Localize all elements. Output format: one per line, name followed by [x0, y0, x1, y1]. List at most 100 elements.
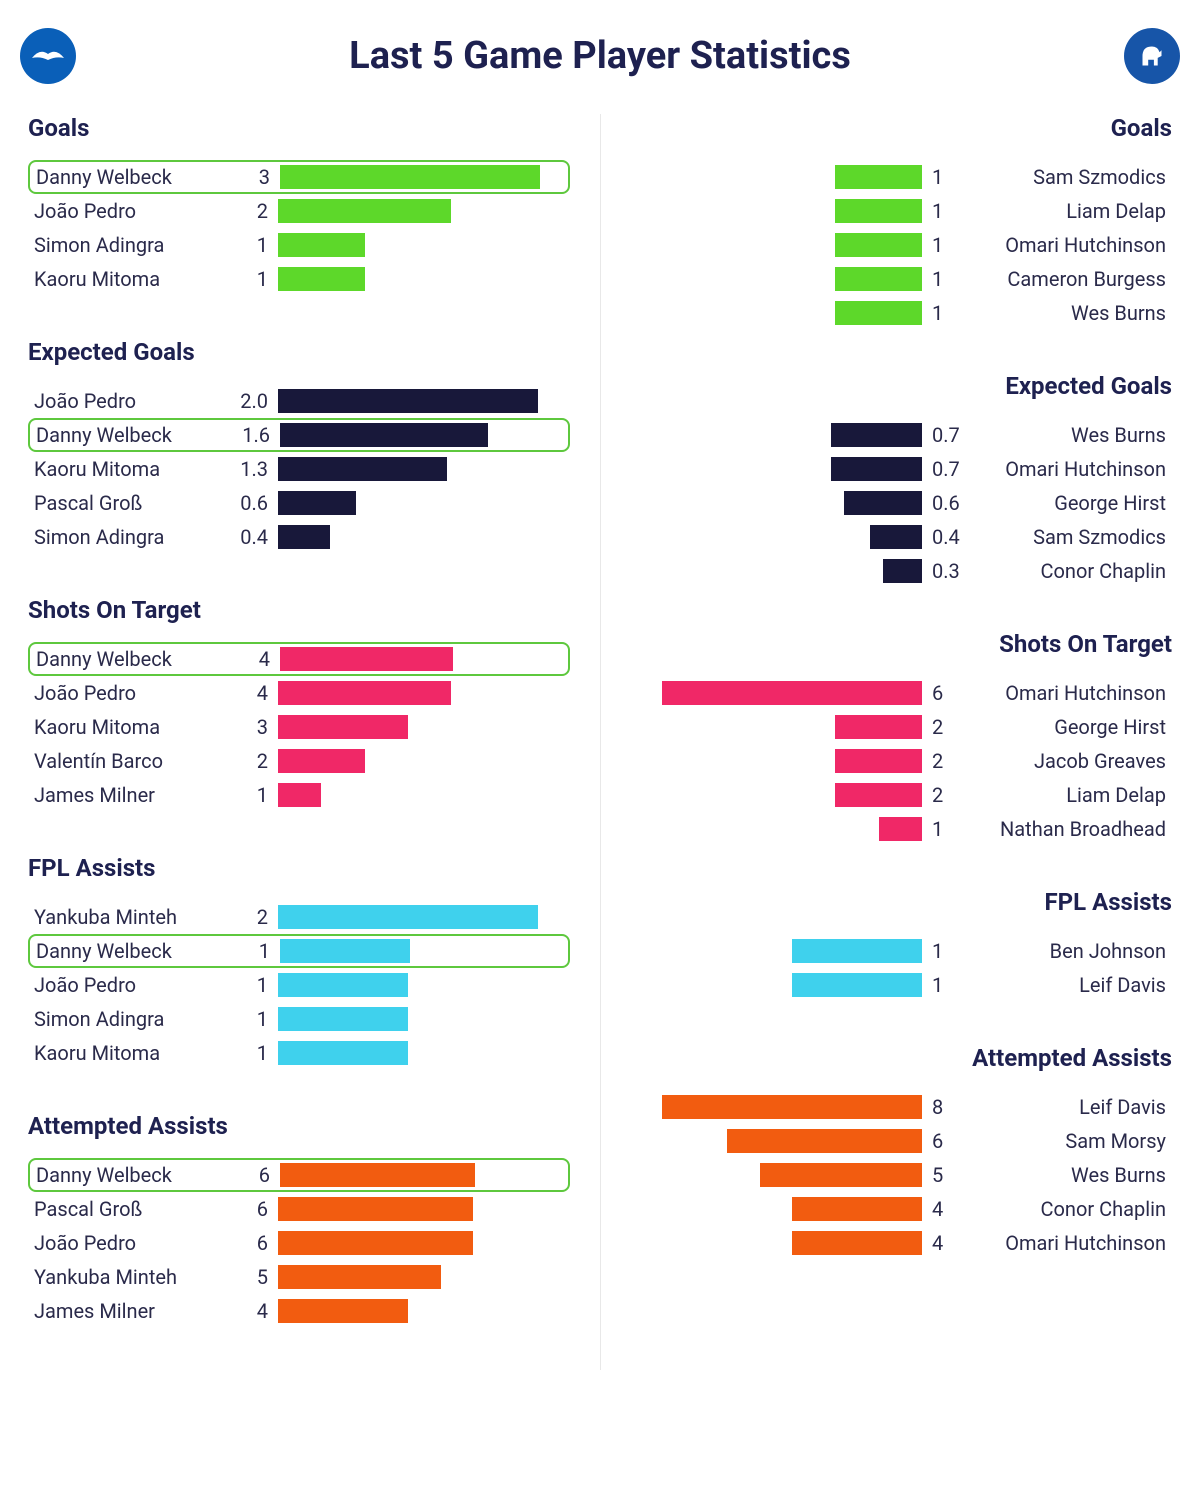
stat-value: 2 [233, 749, 278, 773]
bar [844, 491, 922, 515]
bar [835, 267, 922, 291]
bar [835, 199, 922, 223]
player-name: Danny Welbeck [30, 939, 235, 963]
bar-cell [278, 452, 570, 486]
bar [278, 389, 538, 413]
player-name: James Milner [28, 1299, 233, 1323]
bar [870, 525, 922, 549]
bar [278, 267, 365, 291]
stat-value: 4 [233, 1299, 278, 1323]
stat-row: 0.6George Hirst [631, 486, 1173, 520]
section-title: Attempted Assists [28, 1112, 570, 1140]
bar-cell [631, 710, 923, 744]
player-name: João Pedro [28, 199, 233, 223]
stat-value: 0.6 [922, 491, 967, 515]
stat-value: 0.3 [922, 559, 967, 583]
player-name: Yankuba Minteh [28, 905, 233, 929]
section-fpl_assists-right: FPL Assists 1Ben Johnson1Leif Davis [631, 888, 1173, 1002]
section-title: Goals [631, 114, 1173, 142]
stat-value: 0.4 [233, 525, 278, 549]
player-name: Conor Chaplin [967, 559, 1172, 583]
stat-row: Simon Adingra0.4 [28, 520, 570, 554]
bar [727, 1129, 922, 1153]
bar-cell [278, 1260, 570, 1294]
section-title: Goals [28, 114, 570, 142]
bar-cell [631, 418, 923, 452]
stat-value: 6 [233, 1197, 278, 1221]
bar-cell [278, 968, 570, 1002]
section-attempted_assists-left: Attempted AssistsDanny Welbeck6Pascal Gr… [28, 1112, 570, 1328]
stat-row: 1Ben Johnson [631, 934, 1173, 968]
stat-value: 1 [233, 1041, 278, 1065]
player-name: James Milner [28, 783, 233, 807]
stat-value: 1 [233, 1007, 278, 1031]
player-name: Pascal Groß [28, 1197, 233, 1221]
stat-value: 1 [922, 165, 967, 189]
stat-row: Pascal Groß6 [28, 1192, 570, 1226]
stat-row: 1Nathan Broadhead [631, 812, 1173, 846]
bar-cell [278, 486, 570, 520]
bar [278, 1197, 473, 1221]
bar [278, 199, 451, 223]
bar [831, 423, 922, 447]
player-name: Omari Hutchinson [967, 457, 1172, 481]
bar [835, 715, 922, 739]
stat-row: Kaoru Mitoma3 [28, 710, 570, 744]
stat-row: 1Omari Hutchinson [631, 228, 1173, 262]
bar-cell [278, 1192, 570, 1226]
player-name: Yankuba Minteh [28, 1265, 233, 1289]
bar-cell [631, 228, 923, 262]
stat-value: 4 [922, 1197, 967, 1221]
stat-value: 1 [233, 267, 278, 291]
bar [835, 301, 922, 325]
bar [278, 233, 365, 257]
player-name: Sam Szmodics [967, 525, 1172, 549]
stat-row: 1Leif Davis [631, 968, 1173, 1002]
bar [792, 1197, 922, 1221]
bar-cell [631, 520, 923, 554]
bar [280, 939, 410, 963]
stat-value: 6 [233, 1231, 278, 1255]
stat-row: 8Leif Davis [631, 1090, 1173, 1124]
section-title: FPL Assists [631, 888, 1173, 916]
bar [831, 457, 922, 481]
team-logo-right [1124, 28, 1180, 84]
stat-row: 1Sam Szmodics [631, 160, 1173, 194]
stat-value: 1 [922, 973, 967, 997]
bar [879, 817, 922, 841]
bar [278, 1299, 408, 1323]
player-name: Leif Davis [967, 1095, 1172, 1119]
bar [835, 165, 922, 189]
player-name: Danny Welbeck [30, 165, 235, 189]
bar [835, 749, 922, 773]
stat-value: 6 [235, 1163, 280, 1187]
stat-value: 2 [922, 715, 967, 739]
bar-cell [631, 1090, 923, 1124]
section-fpl_assists-left: FPL AssistsYankuba Minteh2Danny Welbeck1… [28, 854, 570, 1070]
bar [278, 973, 408, 997]
bar-cell [278, 900, 570, 934]
stat-row: 0.3Conor Chaplin [631, 554, 1173, 588]
player-name: Kaoru Mitoma [28, 715, 233, 739]
player-name: Kaoru Mitoma [28, 457, 233, 481]
bar-cell [631, 452, 923, 486]
bar [278, 749, 365, 773]
player-name: Wes Burns [967, 301, 1172, 325]
bar-cell [631, 1226, 923, 1260]
section-goals-right: Goals 1Sam Szmodics1Liam Delap1Omari Hutc… [631, 114, 1173, 330]
stat-row: 1Liam Delap [631, 194, 1173, 228]
stat-value: 1 [233, 973, 278, 997]
bar-cell [631, 262, 923, 296]
stat-value: 0.6 [233, 491, 278, 515]
stat-row: 2Liam Delap [631, 778, 1173, 812]
bar-cell [631, 486, 923, 520]
player-name: Pascal Groß [28, 491, 233, 515]
bar-cell [631, 160, 923, 194]
player-name: Nathan Broadhead [967, 817, 1172, 841]
bar [278, 525, 330, 549]
player-name: Kaoru Mitoma [28, 267, 233, 291]
player-name: Cameron Burgess [967, 267, 1172, 291]
bar [278, 457, 447, 481]
bar [835, 233, 922, 257]
stat-value: 6 [922, 681, 967, 705]
